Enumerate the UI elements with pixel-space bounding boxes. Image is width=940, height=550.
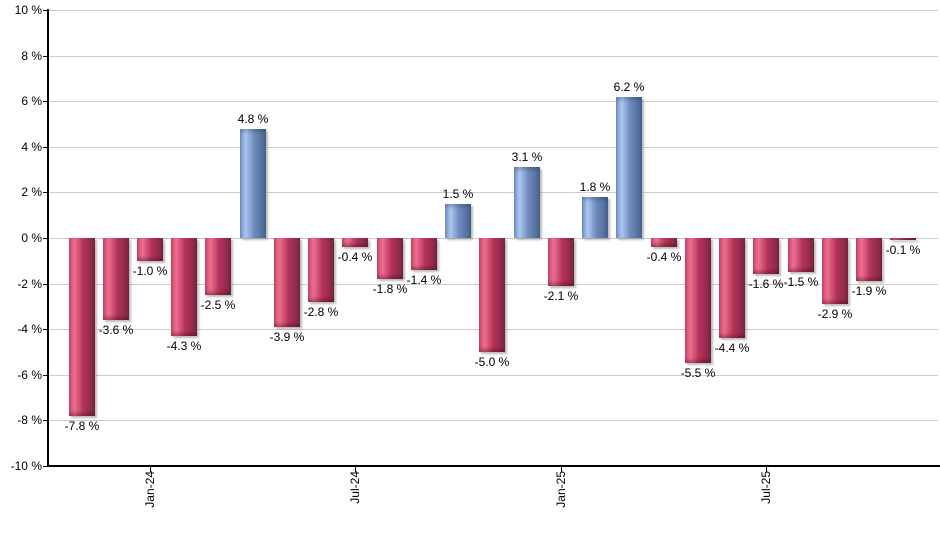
x-axis-tick [150,467,151,472]
bar-value-label: -0.4 % [337,250,373,264]
bar [342,238,368,247]
bar-value-label: -1.9 % [851,284,887,298]
y-axis-tick [43,10,48,11]
x-axis-label: Jan-25 [554,471,568,550]
y-axis [47,9,49,467]
x-axis [47,465,940,467]
y-axis-tick [43,192,48,193]
y-axis-label: -4 % [17,322,42,336]
bar-value-label: 1.8 % [579,180,611,194]
gridline [48,420,938,421]
bar-value-label: 3.1 % [511,150,543,164]
y-axis-label: 0 % [21,231,42,245]
bar-value-label: -0.1 % [885,243,921,257]
x-axis-label: Jul-24 [348,471,362,550]
gridline [48,192,938,193]
bar [582,197,608,238]
bar [890,238,916,240]
bar [308,238,334,302]
y-axis-tick [43,284,48,285]
bar [822,238,848,304]
y-axis-tick [43,466,48,467]
bar [103,238,129,320]
bar [719,238,745,338]
bar [205,238,231,295]
y-axis-label: -2 % [17,277,42,291]
bar [788,238,814,272]
y-axis-label: 10 % [14,3,42,17]
gridline [48,101,938,102]
bar-value-label: 1.5 % [442,187,474,201]
gridline [48,147,938,148]
bar-value-label: -1.6 % [748,277,784,291]
bar-value-label: -0.4 % [646,250,682,264]
y-axis-tick [43,147,48,148]
x-axis-label-text: Jul-24 [348,471,362,504]
bar-value-label: -4.3 % [166,339,202,353]
y-axis-tick [43,329,48,330]
bar-value-label: -1.5 % [783,275,819,289]
bar-value-label: 6.2 % [613,80,645,94]
x-axis-label-text: Jan-25 [554,471,568,508]
y-axis-tick [43,238,48,239]
bar [548,238,574,286]
x-axis-label: Jul-25 [759,471,773,550]
x-axis-label-text: Jan-24 [143,471,157,508]
y-axis-tick [43,375,48,376]
x-axis-label-text: Jul-25 [759,471,773,504]
y-axis-label: -8 % [17,413,42,427]
bar-value-label: -2.5 % [200,298,236,312]
bar [479,238,505,352]
y-axis-label: -6 % [17,368,42,382]
bar-value-label: -1.4 % [406,273,442,287]
bar [69,238,95,416]
y-axis-label: 6 % [21,94,42,108]
bar [377,238,403,279]
y-axis-tick [43,420,48,421]
bar [137,238,163,261]
bar-value-label: -5.5 % [680,366,716,380]
x-axis-tick [766,467,767,472]
bar [171,238,197,336]
y-axis-label: 2 % [21,185,42,199]
bar [514,167,540,238]
y-axis-tick [43,56,48,57]
bar [651,238,677,247]
x-axis-label: Jan-24 [143,471,157,550]
bar-value-label: -2.1 % [543,289,579,303]
bar-value-label: 4.8 % [237,112,269,126]
y-axis-label: -10 % [10,459,42,473]
bar-value-label: -4.4 % [714,341,750,355]
bar-value-label: -1.0 % [132,264,168,278]
bar [753,238,779,274]
y-axis-label: 8 % [21,49,42,63]
bar-value-label: -5.0 % [474,355,510,369]
bar-value-label: -3.6 % [98,323,134,337]
x-axis-tick [561,467,562,472]
gridline [48,10,938,11]
bar-value-label: -2.8 % [303,305,339,319]
gridline [48,56,938,57]
bar [240,129,266,238]
bar [445,204,471,238]
bar [274,238,300,327]
y-axis-tick [43,101,48,102]
bar [685,238,711,363]
bar-value-label: -2.9 % [817,307,853,321]
bar-value-label: -7.8 % [64,419,100,433]
bar-value-label: -3.9 % [269,330,305,344]
bar [856,238,882,281]
bar-value-label: -1.8 % [372,282,408,296]
bar [616,97,642,238]
y-axis-label: 4 % [21,140,42,154]
bar [411,238,437,270]
x-axis-tick [355,467,356,472]
gridline [48,375,938,376]
